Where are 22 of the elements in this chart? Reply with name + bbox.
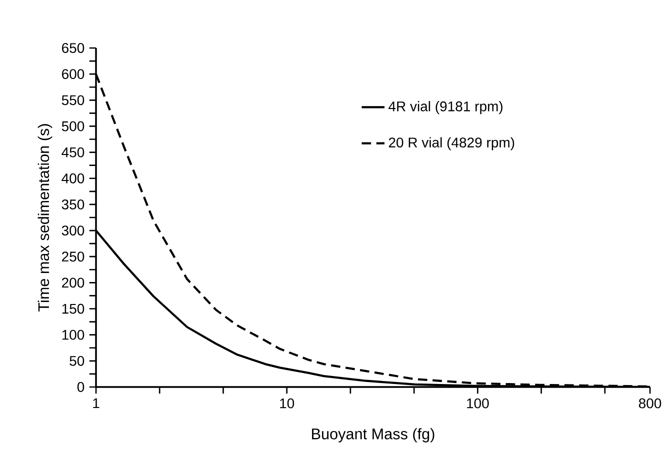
y-tick-label: 150	[62, 304, 84, 314]
y-tick-label: 250	[62, 252, 84, 262]
y-tick-label: 200	[62, 278, 84, 288]
y-tick-label: 400	[62, 173, 84, 184]
x-tick-label: 800	[638, 398, 662, 408]
x-tick-label: 10	[280, 398, 294, 408]
y-tick-label: 100	[62, 330, 84, 340]
y-tick-label: 550	[62, 95, 84, 106]
x-axis-title: Buoyant Mass (fg)	[312, 428, 434, 442]
y-tick-label: 0	[77, 382, 84, 392]
y-tick-label: 50	[70, 356, 84, 366]
y-tick-label: 450	[62, 147, 84, 158]
x-tick-label: 1	[93, 398, 100, 408]
y-tick-label: 650	[62, 43, 84, 53]
legend-label: 4R vial (9181 rpm)	[388, 101, 502, 114]
y-tick-label: 600	[62, 69, 84, 80]
x-tick-label: 100	[467, 398, 489, 408]
y-tick-label: 350	[62, 200, 84, 210]
y-tick-label: 500	[62, 121, 84, 132]
legend-label: 20 R vial (4829 rpm)	[388, 137, 514, 150]
y-axis-title: Time max sedimentation (s)	[38, 124, 52, 312]
y-tick-label: 300	[62, 226, 84, 236]
